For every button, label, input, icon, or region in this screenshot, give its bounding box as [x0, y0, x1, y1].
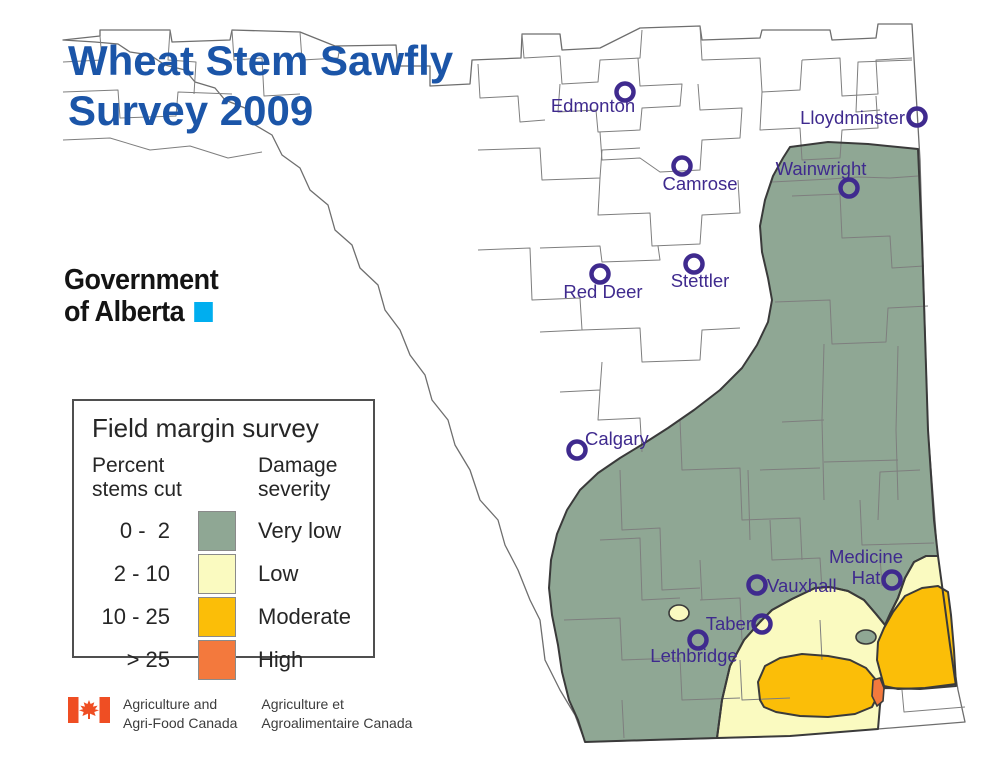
aafc-en-line2: Agri-Food Canada — [123, 714, 238, 731]
legend-box: Field margin survey Percent stems cut Da… — [72, 399, 375, 680]
legend-swatch-very-low — [198, 510, 236, 551]
legend-row: 2 - 10 Low — [92, 552, 361, 595]
aafc-fr-line1: Agriculture et — [261, 696, 344, 712]
gov-logo-line-2-text: of Alberta — [64, 296, 185, 329]
city-marker-vauxhall — [746, 574, 768, 596]
legend-header-percent-line2: stems cut — [92, 477, 182, 501]
city-label: Medicine — [829, 546, 903, 567]
legend-swatch-high — [198, 639, 236, 680]
legend-row: > 25 High — [92, 638, 361, 681]
city-marker-edmonton — [614, 81, 636, 103]
city-label: Hat — [852, 567, 881, 588]
region-low-island — [668, 604, 690, 622]
city-label: Wainwright — [776, 158, 867, 179]
city-marker-calgary — [566, 439, 588, 461]
city-marker-lloydminster — [906, 106, 928, 128]
legend-row: 10 - 25 Moderate — [92, 595, 361, 638]
aafc-text-french: Agriculture et Agroalimentaire Canada — [261, 695, 412, 733]
city-label: Red Deer — [563, 281, 642, 302]
legend-header-percent: Percent stems cut — [92, 454, 202, 501]
city-marker-lethbridge — [687, 629, 709, 651]
city-markers-layer: Edmonton Lloydminster Camrose Wainwright Red… — [551, 81, 928, 666]
county-boundaries — [62, 25, 966, 739]
aafc-fr-line2: Agroalimentaire Canada — [261, 714, 413, 731]
legend-headers: Percent stems cut Damage severity — [92, 454, 361, 501]
legend-range-very-low: 0 - 2 — [119, 517, 170, 543]
alberta-logo-square-icon — [194, 302, 214, 323]
city-label: Taber — [706, 613, 752, 634]
city-marker-medicine-hat — [881, 569, 903, 591]
legend-swatch-moderate — [198, 596, 236, 637]
city-label: Calgary — [585, 428, 649, 449]
gov-logo-line-1: Government — [64, 264, 219, 296]
city-label: Lloydminster — [800, 107, 905, 128]
legend-header-percent-line1: Percent — [92, 454, 165, 477]
legend-severity-low: Low — [258, 560, 299, 586]
aafc-text-english: Agriculture and Agri-Food Canada — [123, 695, 237, 733]
city-label: Edmonton — [551, 95, 635, 116]
legend-swatch-low — [198, 553, 236, 594]
city-marker-stettler — [683, 253, 705, 275]
city-marker-red-deer — [589, 263, 611, 285]
gov-logo-line-2: of Alberta — [64, 296, 218, 328]
legend-range-low: 2 - 10 — [113, 560, 170, 586]
legend-header-damage-line2: severity — [258, 477, 331, 501]
aafc-en-line1: Agriculture and — [123, 696, 218, 712]
city-label: Vauxhall — [767, 575, 837, 596]
legend-title: Field margin survey — [92, 413, 319, 443]
legend-header-damage-line1: Damage — [258, 454, 338, 477]
legend-range-moderate: 10 - 25 — [101, 603, 171, 629]
region-very-low-island — [855, 629, 877, 645]
canada-flag-icon — [68, 697, 110, 723]
legend-header-damage: Damage severity — [258, 454, 337, 501]
legend-severity-very-low: Very low — [258, 517, 342, 543]
city-marker-taber — [751, 613, 773, 635]
page-title: Wheat Stem Sawfly Survey 2009 — [68, 36, 453, 135]
title-line-1: Wheat Stem Sawfly — [68, 37, 454, 84]
aafc-logo: Agriculture and Agri-Food Canada Agricul… — [68, 695, 412, 733]
city-label: Camrose — [662, 173, 737, 194]
city-marker-camrose — [671, 155, 693, 177]
city-label: Stettler — [671, 270, 730, 291]
city-marker-wainwright — [838, 177, 860, 199]
legend-severity-high: High — [258, 646, 304, 672]
city-label: Lethbridge — [650, 645, 737, 666]
legend-severity-moderate: Moderate — [258, 603, 351, 629]
legend-range-high: > 25 — [126, 646, 170, 672]
legend-row: 0 - 2 Very low — [92, 509, 361, 552]
government-of-alberta-logo: Government of Alberta — [64, 264, 219, 329]
title-line-2: Survey 2009 — [68, 86, 314, 134]
